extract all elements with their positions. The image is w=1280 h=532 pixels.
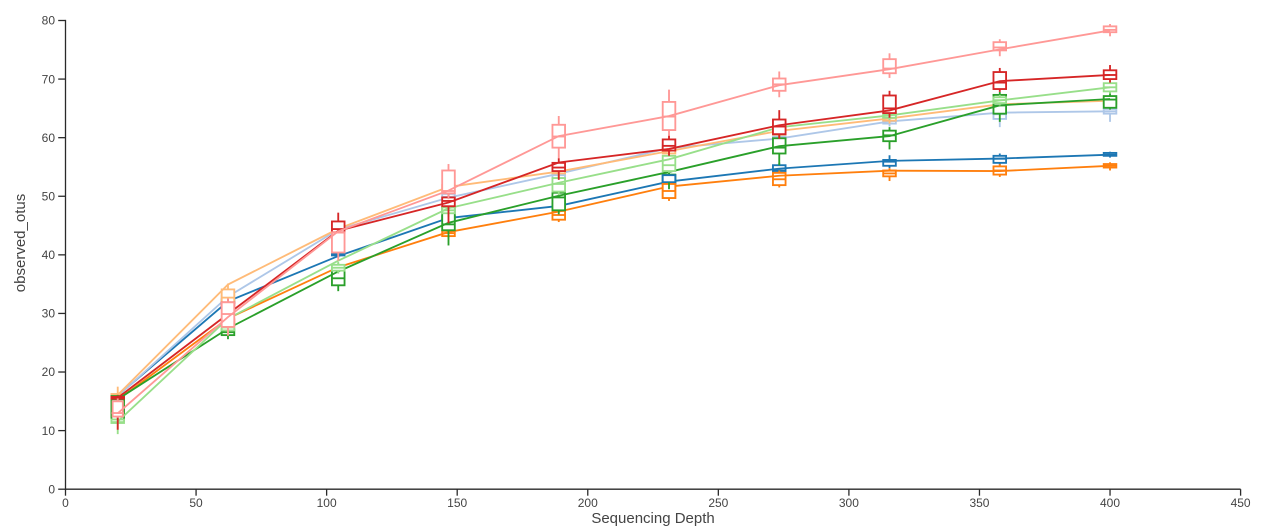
svg-text:0: 0 [62, 496, 69, 510]
svg-text:50: 50 [42, 189, 56, 203]
svg-text:60: 60 [42, 131, 56, 145]
svg-text:40: 40 [42, 248, 56, 262]
svg-text:300: 300 [839, 496, 859, 510]
svg-text:20: 20 [42, 365, 56, 379]
svg-text:50: 50 [189, 496, 203, 510]
svg-text:10: 10 [42, 424, 56, 438]
svg-text:80: 80 [42, 14, 56, 28]
svg-text:250: 250 [708, 496, 728, 510]
svg-text:400: 400 [1100, 496, 1120, 510]
svg-text:350: 350 [969, 496, 989, 510]
svg-text:30: 30 [42, 307, 56, 321]
svg-text:150: 150 [447, 496, 467, 510]
svg-text:0: 0 [48, 482, 55, 496]
svg-text:200: 200 [578, 496, 598, 510]
svg-text:observed_otus: observed_otus [12, 194, 29, 292]
svg-text:100: 100 [317, 496, 337, 510]
svg-text:70: 70 [42, 72, 56, 86]
svg-text:450: 450 [1231, 496, 1251, 510]
svg-text:Sequencing Depth: Sequencing Depth [591, 510, 714, 527]
